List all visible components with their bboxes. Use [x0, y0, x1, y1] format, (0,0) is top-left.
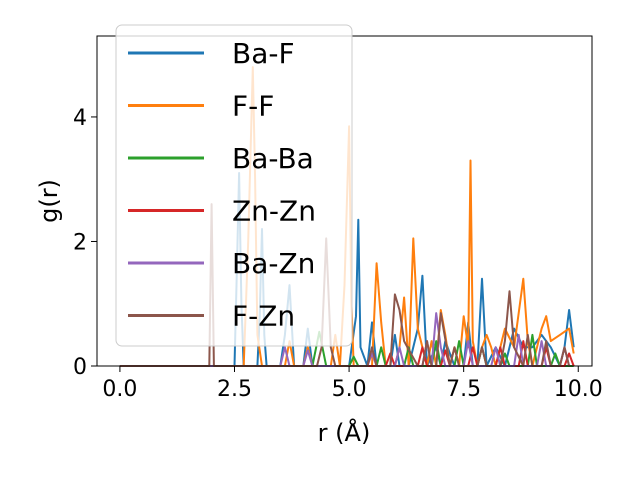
x-axis-label: r (Å) — [318, 418, 371, 447]
legend-label-zn-zn: Zn-Zn — [232, 195, 316, 228]
legend-label-ba-ba: Ba-Ba — [232, 142, 314, 175]
x-tick-label: 0.0 — [102, 377, 137, 402]
y-tick-label: 4 — [73, 106, 87, 131]
legend-label-ba-zn: Ba-Zn — [232, 247, 315, 280]
x-tick-label: 5.0 — [332, 377, 367, 402]
y-axis-label: g(r) — [35, 179, 63, 223]
legend: Ba-F F-F Ba-Ba Zn-Zn Ba-Zn F-Zn — [115, 24, 353, 347]
legend-box — [115, 24, 353, 347]
y-tick-label: 2 — [73, 230, 87, 255]
x-tick-label: 2.5 — [217, 377, 252, 402]
y-tick-label: 0 — [73, 355, 87, 380]
legend-label-f-zn: F-Zn — [232, 300, 295, 333]
axis-ticks: 0.0 2.5 5.0 7.5 10.0 0 2 4 — [73, 106, 603, 402]
x-tick-label: 7.5 — [446, 377, 481, 402]
legend-label-ba-f: Ba-F — [232, 37, 295, 70]
legend-label-f-f: F-F — [232, 90, 274, 123]
x-tick-label: 10.0 — [554, 377, 603, 402]
